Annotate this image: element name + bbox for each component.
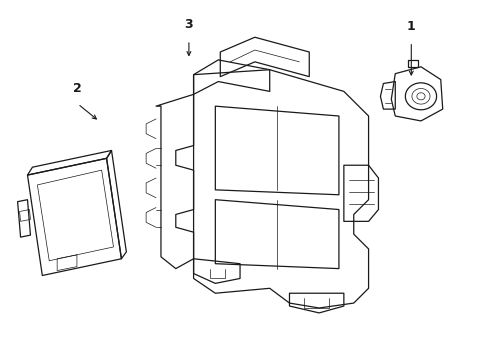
- Text: 3: 3: [184, 18, 193, 31]
- Text: 2: 2: [73, 82, 82, 95]
- Text: 1: 1: [406, 20, 415, 33]
